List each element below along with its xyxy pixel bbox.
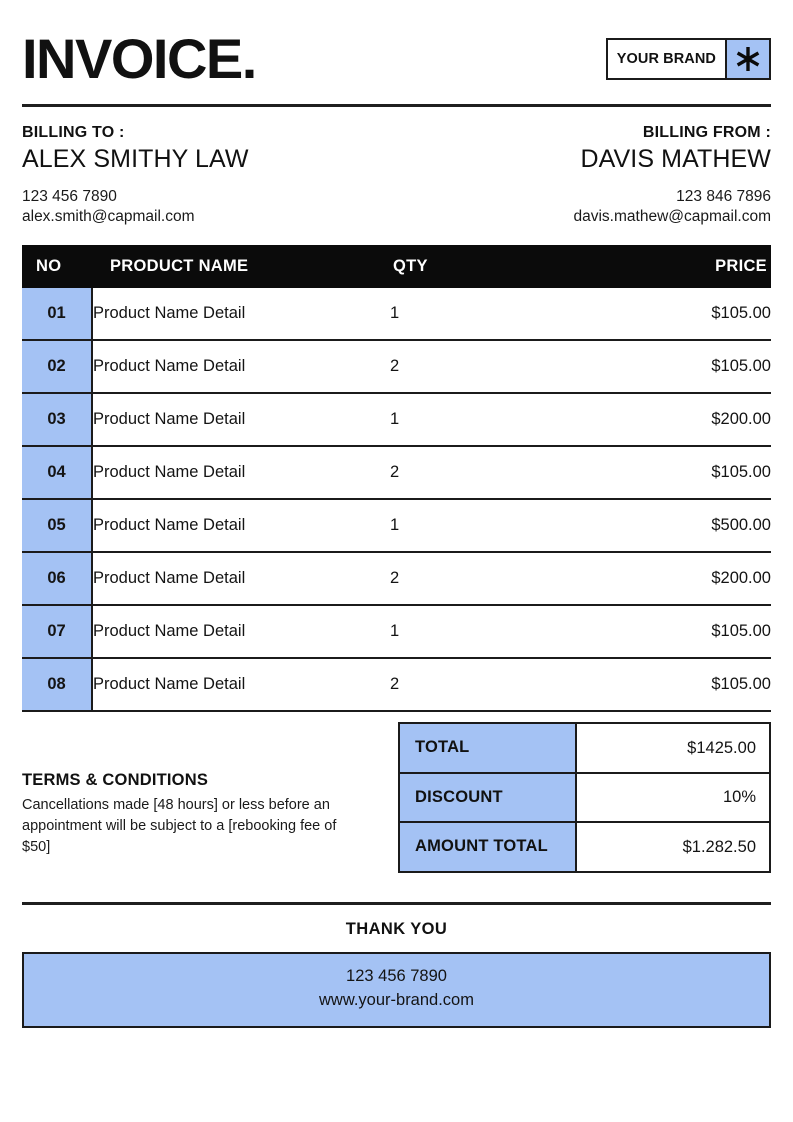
cell-qty: 1 <box>390 499 573 553</box>
footer-divider <box>22 901 771 905</box>
totals-row: AMOUNT TOTAL $1.282.50 <box>398 821 771 873</box>
cell-product: Product Name Detail <box>92 446 390 500</box>
line-items-body: 01 Product Name Detail 1 $105.00 02 Product N… <box>22 288 771 712</box>
billing-to-email: alex.smith@capmail.com <box>22 208 195 226</box>
cell-no: 03 <box>22 393 93 447</box>
table-row: 07 Product Name Detail 1 $105.00 <box>22 605 771 659</box>
cell-qty: 2 <box>390 446 573 500</box>
cell-price: $105.00 <box>573 605 771 659</box>
footer-phone: 123 456 7890 <box>346 966 447 985</box>
footer-website[interactable]: www.your-brand.com <box>319 990 474 1009</box>
cell-price: $200.00 <box>573 393 771 447</box>
terms-title: TERMS & CONDITIONS <box>22 771 209 790</box>
billing-from-label: BILLING FROM : <box>642 124 771 141</box>
totals-label: DISCOUNT <box>398 771 577 824</box>
cell-product: Product Name Detail <box>92 340 390 394</box>
cell-price: $500.00 <box>573 499 771 553</box>
billing-to-block: BILLING TO : ALEX SMITHY LAW 123 456 789… <box>22 124 249 228</box>
billing-from-phone: 123 846 7896 <box>676 187 771 205</box>
cell-product: Product Name Detail <box>92 393 390 447</box>
asterisk-icon <box>725 40 769 78</box>
cell-no: 08 <box>22 658 93 712</box>
cell-price: $105.00 <box>573 340 771 394</box>
billing-section: BILLING TO : ALEX SMITHY LAW 123 456 789… <box>22 124 771 228</box>
billing-from-block: BILLING FROM : DAVIS MATHEW 123 846 7896… <box>574 124 772 228</box>
terms-and-totals-section: TERMS & CONDITIONS Cancellations made [4… <box>22 722 771 873</box>
totals-value: $1425.00 <box>575 722 771 774</box>
cell-price: $200.00 <box>573 552 771 606</box>
column-header-product: PRODUCT NAME <box>92 245 390 289</box>
totals-row: TOTAL $1425.00 <box>398 722 771 774</box>
cell-product: Product Name Detail <box>92 288 390 341</box>
totals-row: DISCOUNT 10% <box>398 771 771 824</box>
cell-no: 07 <box>22 605 93 659</box>
brand-logo: YOUR BRAND <box>605 38 771 80</box>
line-items-header: NO PRODUCT NAME QTY PRICE <box>22 245 771 289</box>
totals-label: AMOUNT TOTAL <box>398 821 577 873</box>
cell-qty: 1 <box>390 288 573 341</box>
header-divider <box>22 104 771 107</box>
terms-block: TERMS & CONDITIONS Cancellations made [4… <box>22 722 398 857</box>
cell-qty: 2 <box>390 658 573 712</box>
cell-no: 06 <box>22 552 93 606</box>
column-header-qty: QTY <box>390 245 573 289</box>
cell-qty: 1 <box>390 393 573 447</box>
table-row: 02 Product Name Detail 2 $105.00 <box>22 340 771 394</box>
table-row: 01 Product Name Detail 1 $105.00 <box>22 288 771 341</box>
table-header-row: NO PRODUCT NAME QTY PRICE <box>22 245 771 289</box>
totals-table: TOTAL $1425.00 DISCOUNT 10% AMOUNT TOTAL $1.2… <box>398 722 771 873</box>
page-title: INVOICE. <box>22 27 257 90</box>
cell-no: 04 <box>22 446 93 500</box>
totals-value: 10% <box>575 771 771 824</box>
table-row: 04 Product Name Detail 2 $105.00 <box>22 446 771 500</box>
cell-no: 02 <box>22 340 93 394</box>
terms-body: Cancellations made [48 hours] or less be… <box>22 797 337 855</box>
cell-price: $105.00 <box>573 658 771 712</box>
totals-value: $1.282.50 <box>575 821 771 873</box>
cell-qty: 2 <box>390 340 573 394</box>
contact-band: 123 456 7890 www.your-brand.com <box>22 951 771 1028</box>
table-row: 08 Product Name Detail 2 $105.00 <box>22 658 771 712</box>
cell-price: $105.00 <box>573 288 771 341</box>
table-row: 05 Product Name Detail 1 $500.00 <box>22 499 771 553</box>
line-items-table: NO PRODUCT NAME QTY PRICE 01 Product Name… <box>22 245 771 712</box>
table-row: 03 Product Name Detail 1 $200.00 <box>22 393 771 447</box>
billing-from-email: davis.mathew@capmail.com <box>573 208 772 226</box>
cell-no: 01 <box>22 288 93 341</box>
cell-product: Product Name Detail <box>92 552 390 606</box>
billing-to-label: BILLING TO : <box>22 124 125 141</box>
column-header-no: NO <box>22 245 92 289</box>
cell-price: $105.00 <box>573 446 771 500</box>
cell-no: 05 <box>22 499 93 553</box>
cell-qty: 1 <box>390 605 573 659</box>
cell-qty: 2 <box>390 552 573 606</box>
invoice-header: INVOICE. YOUR BRAND <box>22 0 771 92</box>
cell-product: Product Name Detail <box>92 658 390 712</box>
totals-label: TOTAL <box>398 722 577 774</box>
billing-from-name: DAVIS MATHEW <box>580 145 771 173</box>
cell-product: Product Name Detail <box>92 499 390 553</box>
cell-product: Product Name Detail <box>92 605 390 659</box>
billing-to-phone: 123 456 7890 <box>22 187 117 205</box>
billing-to-name: ALEX SMITHY LAW <box>22 145 249 173</box>
brand-name-label: YOUR BRAND <box>607 40 725 78</box>
thank-you-text: THANK YOU <box>345 919 448 938</box>
totals-body: TOTAL $1425.00 DISCOUNT 10% AMOUNT TOTAL $1.2… <box>398 722 771 873</box>
column-header-price: PRICE <box>573 245 771 289</box>
table-row: 06 Product Name Detail 2 $200.00 <box>22 552 771 606</box>
